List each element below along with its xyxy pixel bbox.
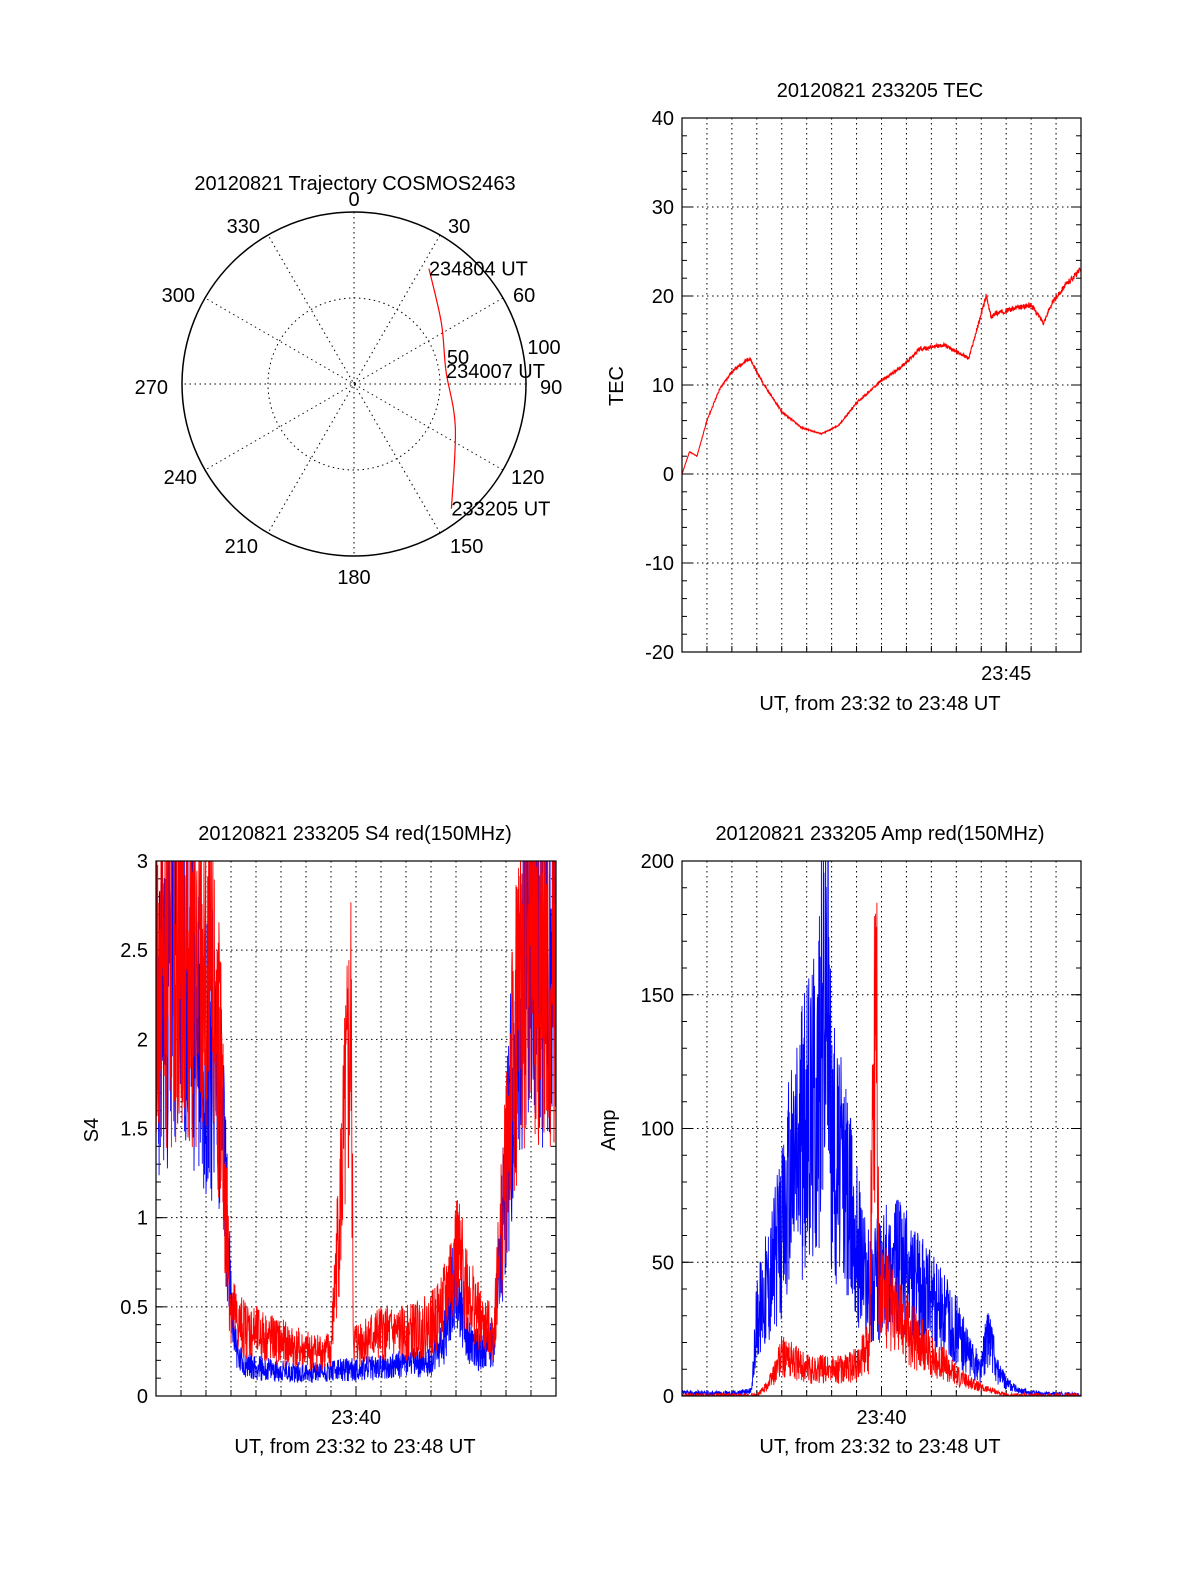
plot-frame xyxy=(155,860,557,1397)
trajectory-time-label: 234007 UT xyxy=(446,361,545,383)
y-tick-label: 0 xyxy=(663,464,674,486)
tec-ylabel: TEC xyxy=(606,366,628,406)
s4-xlabel: UT, from 23:32 to 23:48 UT xyxy=(234,1436,475,1458)
x-tick-label: 23:45 xyxy=(981,663,1031,685)
amp-plot: 20120821 233205 Amp red(150MHz) Amp UT, … xyxy=(598,823,1082,1458)
s4-plot: 20120821 233205 S4 red(150MHz) S4 UT, fr… xyxy=(81,823,557,1458)
series-line-2 xyxy=(156,861,556,1372)
ring-label-50: 50 xyxy=(447,347,469,369)
azimuth-label-120: 120 xyxy=(511,467,544,489)
trajectory-time-label: 233205 UT xyxy=(451,499,550,521)
y-tick-label: 50 xyxy=(652,1252,674,1274)
azimuth-label-300: 300 xyxy=(162,285,195,307)
y-tick-label: 0.5 xyxy=(120,1297,148,1319)
y-tick-label: 40 xyxy=(652,108,674,130)
y-tick-label: 0 xyxy=(663,1386,674,1408)
series-line-2 xyxy=(682,902,1081,1396)
s4-ylabel: S4 xyxy=(81,1118,103,1142)
azimuth-label-0: 0 xyxy=(348,189,359,211)
x-tick-label: 23:40 xyxy=(856,1407,906,1429)
azimuth-label-90: 90 xyxy=(540,377,562,399)
y-tick-label: 100 xyxy=(641,1119,674,1141)
trajectory-time-labels: 234804 UT 234007 UT 233205 UT xyxy=(429,259,550,521)
y-tick-label: 0 xyxy=(137,1386,148,1408)
y-tick-label: 200 xyxy=(641,851,674,873)
azimuth-label-60: 60 xyxy=(513,285,535,307)
amp-title: 20120821 233205 Amp red(150MHz) xyxy=(715,823,1044,845)
y-tick-label: 1 xyxy=(137,1208,148,1230)
polar-azimuth-labels: 0 30 60 90 120 150 180 210 240 270 300 330 xyxy=(135,189,563,589)
polar-ring-labels: 50 100 xyxy=(447,337,561,369)
series-line-1 xyxy=(682,266,1081,475)
plot-frame xyxy=(681,860,1082,1397)
azimuth-label-210: 210 xyxy=(225,536,258,558)
azimuth-label-330: 330 xyxy=(227,216,260,238)
polar-title: 20120821 Trajectory COSMOS2463 xyxy=(194,173,515,195)
s4-title: 20120821 233205 S4 red(150MHz) xyxy=(198,823,512,845)
trajectory-line xyxy=(428,268,457,509)
y-tick-label: 20 xyxy=(652,286,674,308)
tec-plot: 20120821 233205 TEC TEC UT, from 23:32 t… xyxy=(606,80,1082,715)
y-tick-label: -20 xyxy=(645,642,674,664)
azimuth-label-240: 240 xyxy=(164,467,197,489)
y-tick-label: 30 xyxy=(652,197,674,219)
y-tick-label: 2 xyxy=(137,1029,148,1051)
azimuth-label-150: 150 xyxy=(450,536,483,558)
polar-inner-ring xyxy=(267,297,441,471)
y-tick-label: 10 xyxy=(652,375,674,397)
amp-ylabel: Amp xyxy=(598,1109,620,1150)
ring-label-100: 100 xyxy=(527,337,560,359)
y-tick-label: 3 xyxy=(137,851,148,873)
y-tick-label: 2.5 xyxy=(120,940,148,962)
amp-xlabel: UT, from 23:32 to 23:48 UT xyxy=(759,1436,1000,1458)
plot-frame xyxy=(681,117,1082,653)
y-tick-label: -10 xyxy=(645,553,674,575)
trajectory-time-label: 234804 UT xyxy=(429,259,528,281)
trajectory-polar-plot: 20120821 Trajectory COSMOS2463 0 30 60 90 12… xyxy=(135,173,563,589)
azimuth-label-180: 180 xyxy=(337,567,370,589)
azimuth-label-30: 30 xyxy=(448,216,470,238)
tec-xlabel: UT, from 23:32 to 23:48 UT xyxy=(759,693,1000,715)
y-tick-label: 1.5 xyxy=(120,1119,148,1141)
polar-grid xyxy=(181,211,527,557)
x-tick-label: 23:40 xyxy=(331,1407,381,1429)
tec-title: 20120821 233205 TEC xyxy=(777,80,983,102)
azimuth-label-270: 270 xyxy=(135,377,168,399)
y-tick-label: 150 xyxy=(641,985,674,1007)
